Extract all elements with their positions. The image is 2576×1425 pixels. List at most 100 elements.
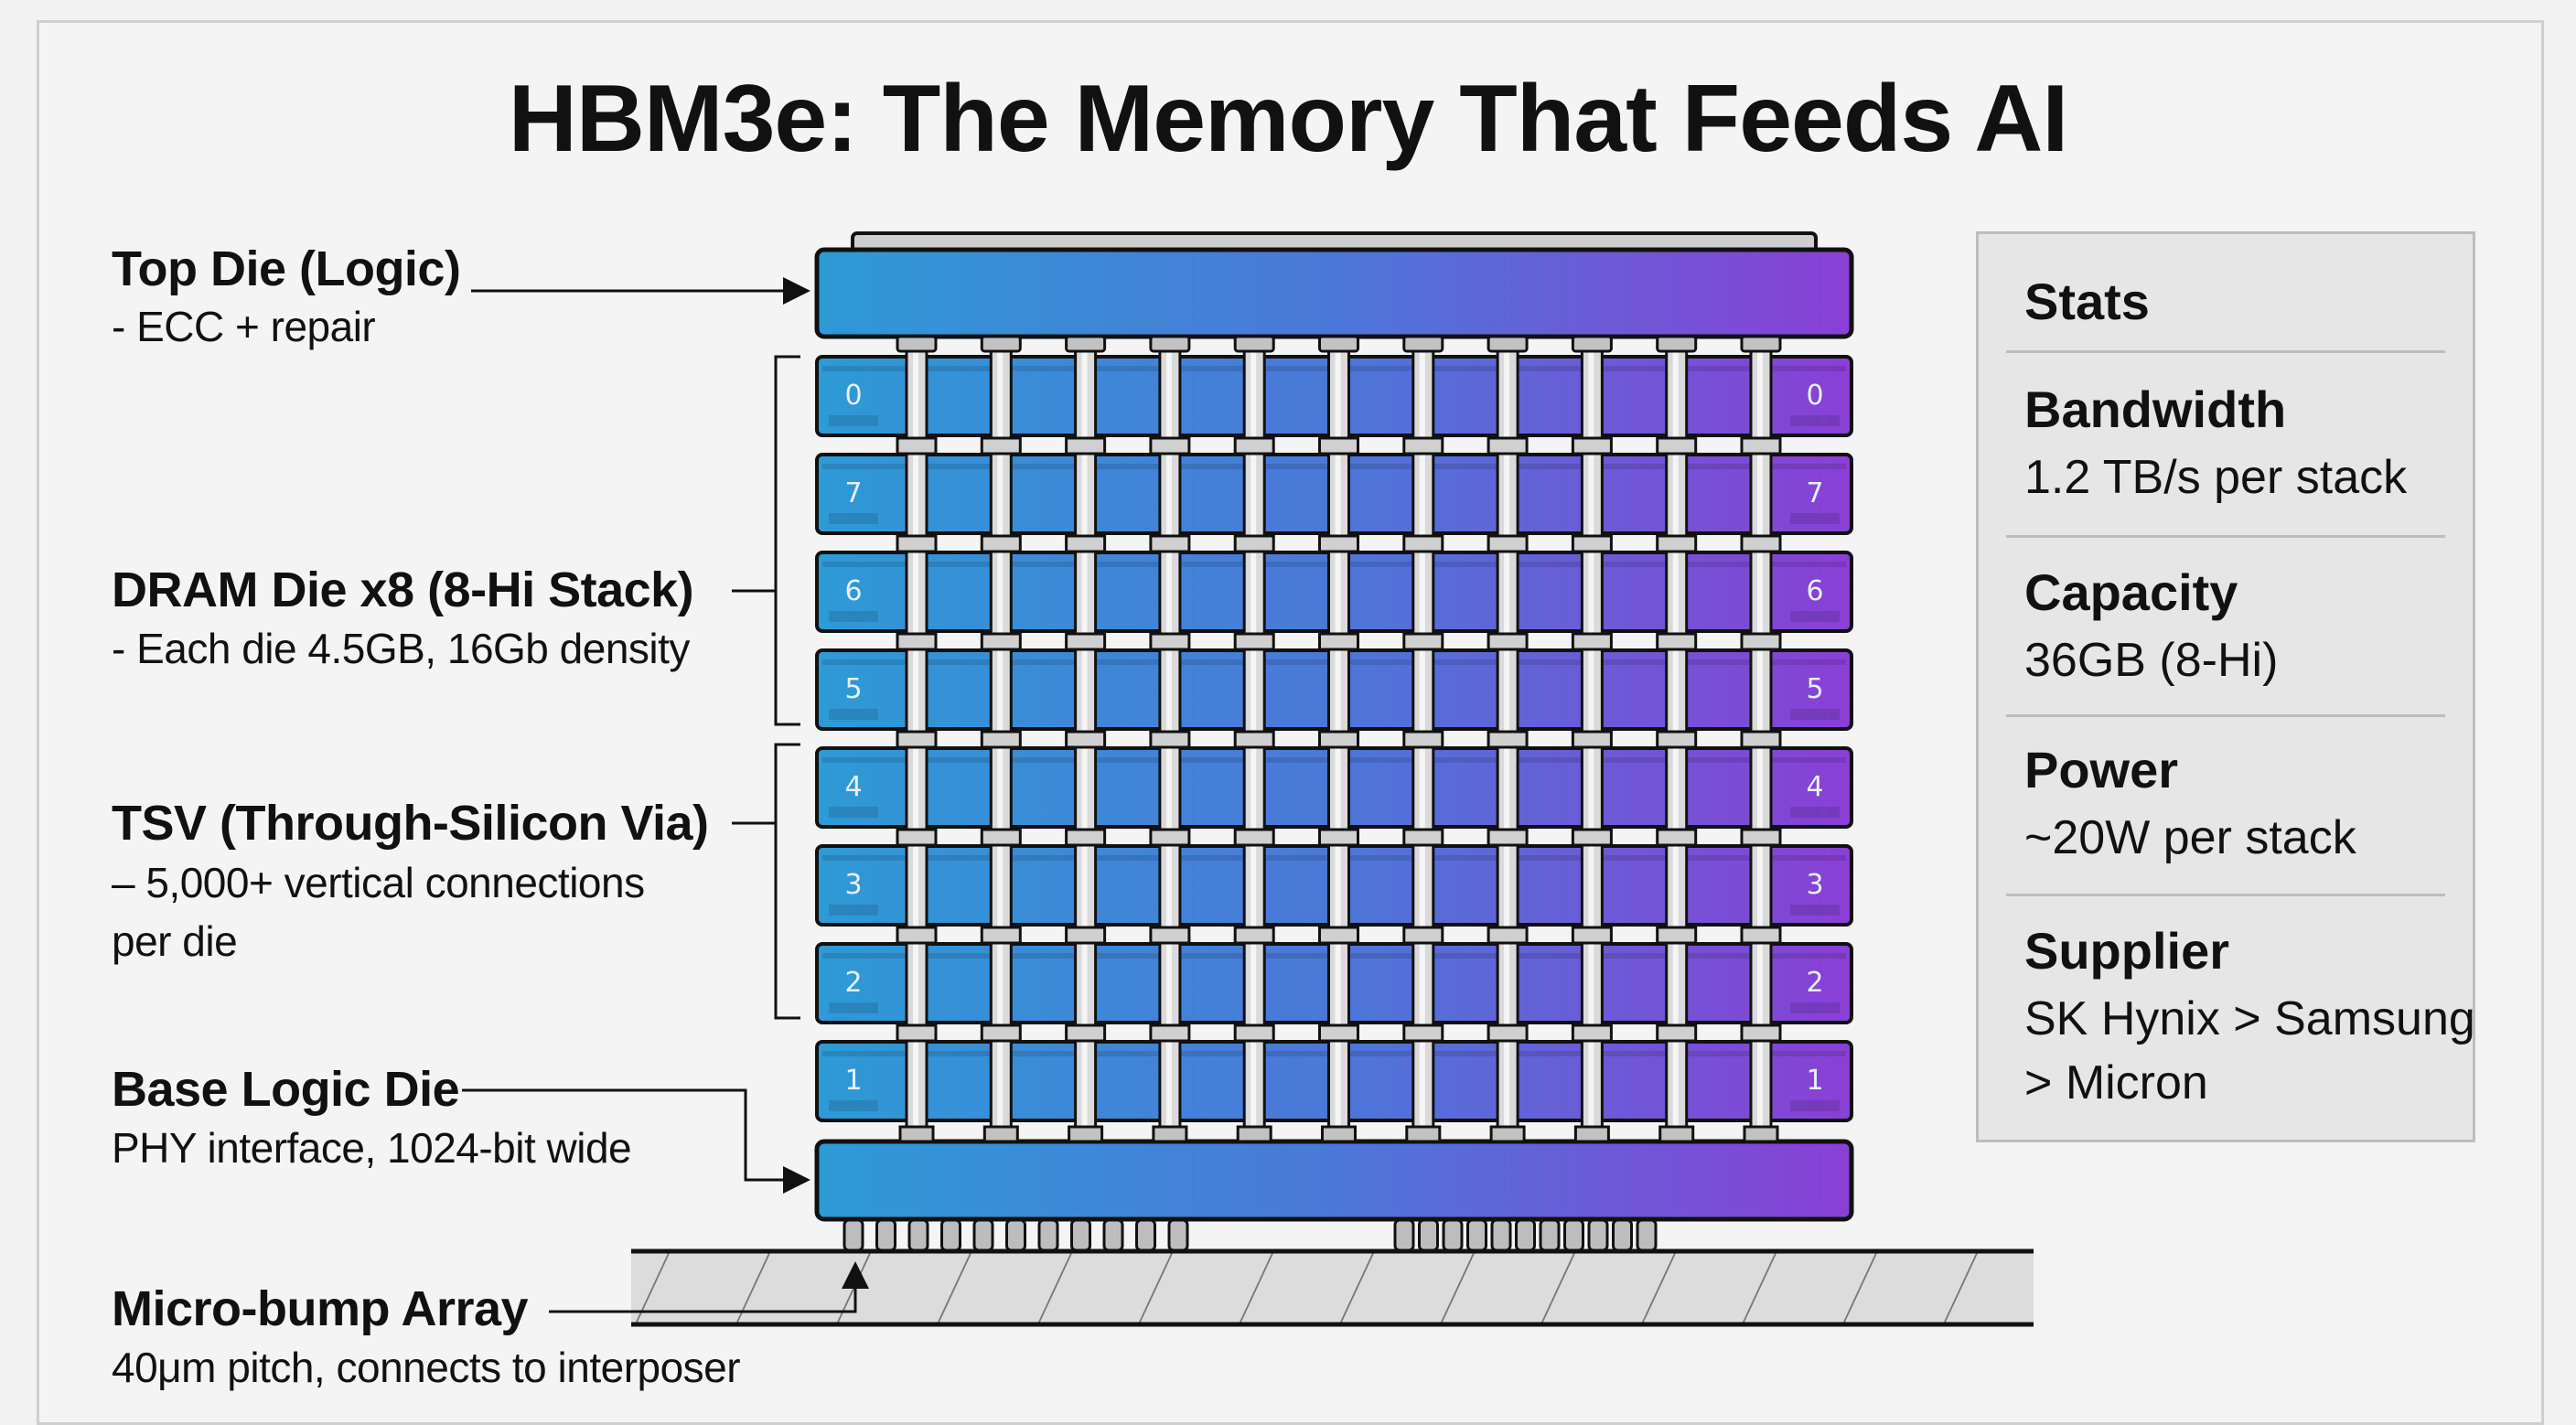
tsv-bond [1402,828,1444,847]
tsv-sub-1: – 5,000+ vertical connections [112,859,645,906]
tsv-top-pad [1740,335,1782,353]
micro-bump [1005,1218,1026,1252]
tsv-bond [1487,926,1529,945]
micro-bump [1418,1218,1439,1252]
stat-value-bandwidth: 1.2 TB/s per stack [2024,451,2408,504]
tsv-bottom-pad [1489,1125,1526,1143]
interposer-hatch [631,1251,2034,1324]
tsv-bond [1402,1023,1444,1043]
micro-bump [875,1218,896,1252]
tsv-bond [896,632,938,651]
tsv-bond [1740,828,1782,847]
tsv-bracket [774,743,800,1020]
die-pad [829,905,878,916]
die-pad [829,709,878,720]
dram-bracket [774,355,800,726]
tsv-bond [1318,730,1359,749]
tsv-bond [1740,1023,1782,1043]
tsv-bond [1318,632,1359,651]
tsv-bond [1318,926,1359,945]
tsv-bond [896,1023,938,1043]
stat-label-capacity: Capacity [2024,563,2238,621]
micro-bump [1490,1218,1512,1252]
tsv-bond [1740,436,1782,455]
tsv-bond [896,730,938,749]
die-number: 4 [844,771,862,803]
tsv-bond [1656,632,1698,651]
tsv-bond [980,534,1022,553]
micro-bump [1167,1218,1189,1252]
die-number: 0 [1806,380,1823,412]
die-number: 7 [1806,477,1823,509]
micro-bump [1102,1218,1124,1252]
tsv-bond [896,534,938,553]
micro-bump-label: Micro-bump Array [112,1281,529,1336]
tsv-top-pad [1233,335,1275,353]
tsv-bond [1233,828,1275,847]
tsv-bond [1571,926,1613,945]
tsv-bond [896,926,938,945]
die-pad [1790,1002,1840,1013]
stat-label-power: Power [2024,741,2179,798]
divider [2006,535,2445,538]
die-number: 2 [1806,967,1823,999]
tsv-bond [1402,730,1444,749]
tsv-top-pad [1487,335,1529,353]
die-pad [829,1002,878,1013]
stat-label-bandwidth: Bandwidth [2024,380,2287,438]
tsv-top-pad [1149,335,1191,353]
micro-bump [1539,1218,1561,1252]
tsv-bond [1487,534,1529,553]
tsv-bond [1149,828,1191,847]
die-number: 7 [844,477,862,509]
tsv-bond [1656,436,1698,455]
tsv-bond [1318,436,1359,455]
die-pad [829,513,878,524]
tsv-bottom-pad [1573,1125,1610,1143]
tsv-bond [1571,1023,1613,1043]
die-pad [1790,709,1840,720]
tsv-bond [1487,436,1529,455]
tsv-bottom-pad [1321,1125,1357,1143]
tsv-bond [1402,534,1444,553]
micro-bump [1563,1218,1584,1252]
tsv-bond [1065,730,1107,749]
divider [2006,714,2445,717]
die-pad [1790,807,1840,818]
tsv-bond [1740,534,1782,553]
micro-bump-arrow [549,1261,869,1313]
tsv-bond [1318,828,1359,847]
micro-bump [1135,1218,1156,1252]
tsv-top-pad [1656,335,1698,353]
tsv-bond [980,828,1022,847]
tsv-bond [1318,534,1359,553]
tsv-bond [980,1023,1022,1043]
die-pad [1790,415,1840,426]
tsv-bond [1065,926,1107,945]
tsv-bond [1065,828,1107,847]
micro-bump [972,1218,994,1252]
tsv-bond [1402,926,1444,945]
die-pad [1790,905,1840,916]
tsv-bond [1149,632,1191,651]
tsv-bond [1740,632,1782,651]
tsv-bottom-pad [1658,1125,1695,1143]
tsv-bond [1656,534,1698,553]
divider [2006,350,2445,353]
tsv-bond [1233,730,1275,749]
micro-bump [940,1218,961,1252]
tsv-bond [1487,632,1529,651]
base-logic-die [814,1139,1854,1222]
tsv-bottom-pad [1068,1125,1104,1143]
tsv-bond [980,730,1022,749]
micro-bump [1393,1218,1415,1252]
die-pad [1790,611,1840,622]
stats-heading: Stats [2024,273,2150,330]
tsv-bond [1656,1023,1698,1043]
base-die-sub: PHY interface, 1024-bit wide [112,1124,632,1172]
tsv-bond [1065,534,1107,553]
tsv-bond [980,926,1022,945]
tsv-bond [1571,436,1613,455]
tsv-bond [1233,436,1275,455]
